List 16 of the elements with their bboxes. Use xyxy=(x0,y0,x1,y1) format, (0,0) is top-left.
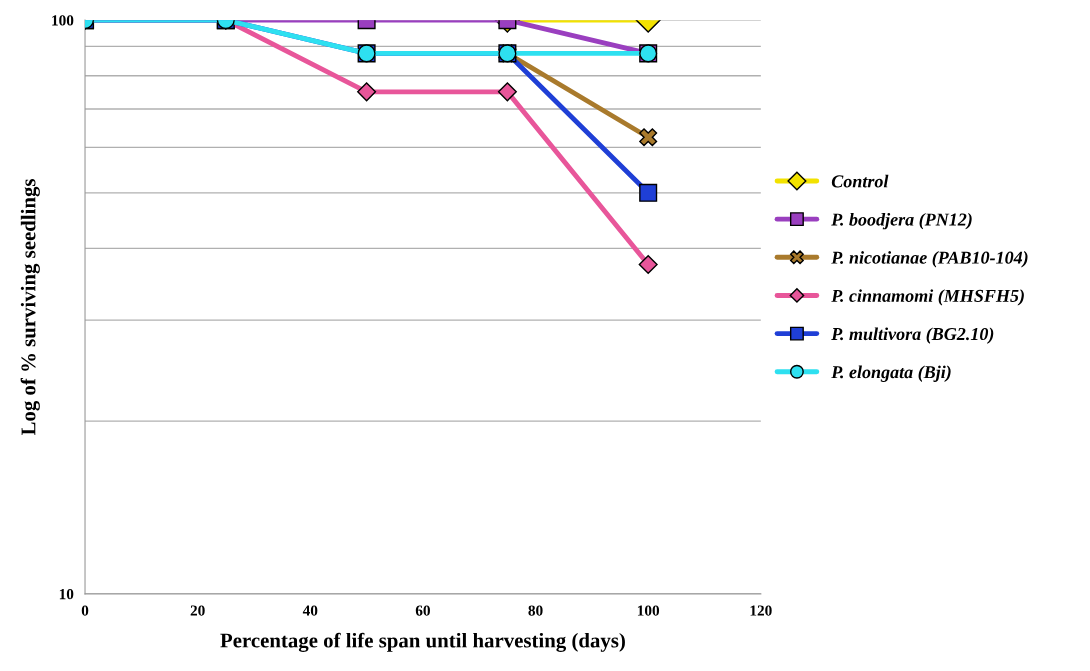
x-axis-title: Percentage of life span until harvesting (days) xyxy=(220,632,625,652)
x-tick-label: 40 xyxy=(302,605,318,616)
x-tick-label: 100 xyxy=(637,605,660,616)
x-tick-label: 60 xyxy=(415,605,430,616)
legend-label: Control xyxy=(831,174,889,188)
x-tick-label: 20 xyxy=(190,605,205,616)
legend-label: P. boodjera (PN12) xyxy=(831,212,972,230)
x-tick-label: 120 xyxy=(750,605,772,616)
x-tick-label: 0 xyxy=(81,605,89,616)
y-tick-label: 10 xyxy=(59,588,74,600)
legend-label: P. elongata (Bji) xyxy=(831,365,951,382)
legend-label: P. multivora (BG2.10) xyxy=(831,327,994,344)
y-axis-title: Log of % surviving seedlings xyxy=(20,179,40,436)
legend-label: P. nicotianae (PAB10-104) xyxy=(831,251,1028,268)
legend-label: P. cinnamomi (MHSFH5) xyxy=(831,289,1024,306)
x-tick-label: 80 xyxy=(528,605,543,616)
